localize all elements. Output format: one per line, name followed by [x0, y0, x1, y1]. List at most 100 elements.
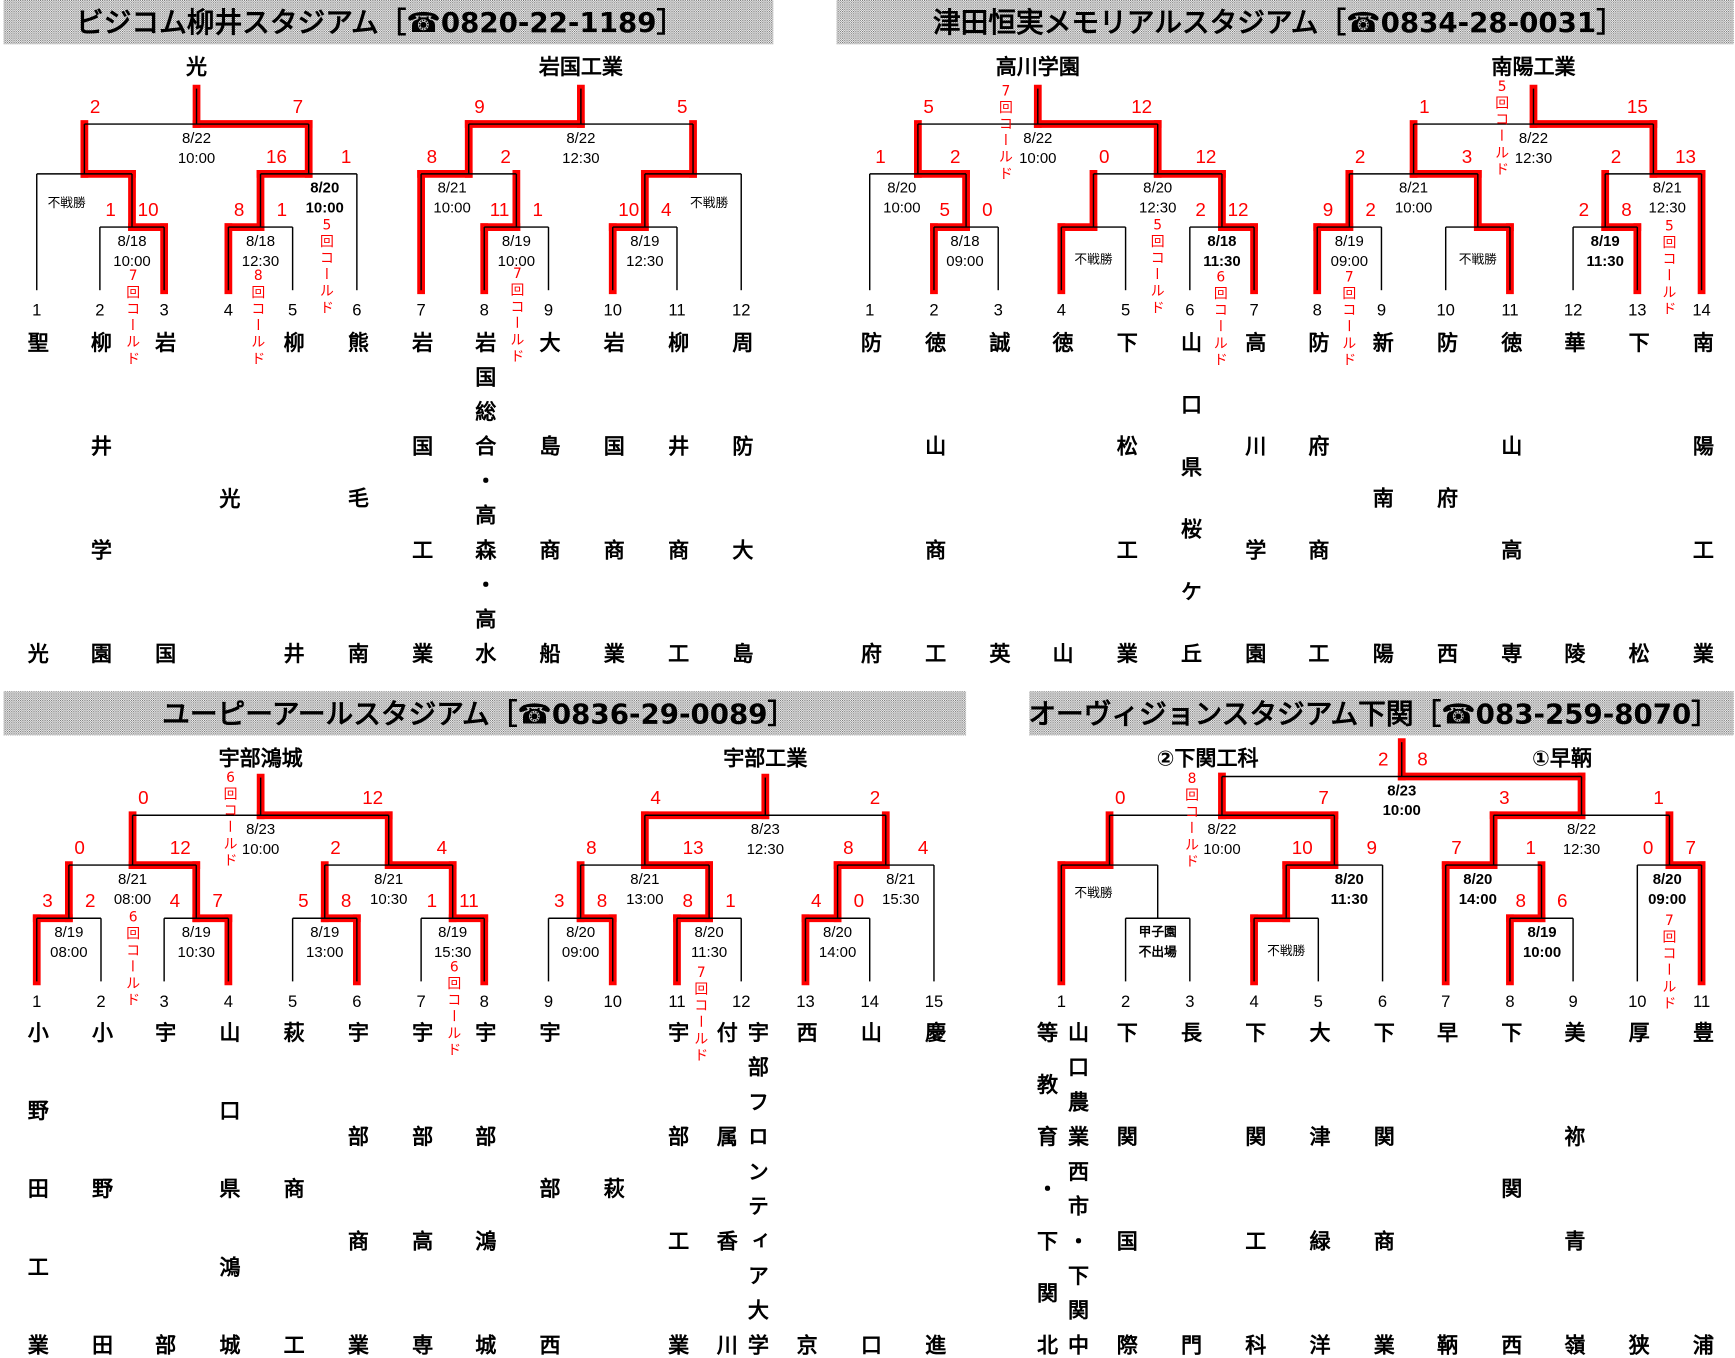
team-number: 6	[352, 301, 361, 320]
team-number: 13	[796, 992, 814, 1011]
team-number: 9	[544, 301, 553, 320]
match-time: 14:00	[1459, 891, 1497, 908]
team-number: 5	[288, 992, 297, 1011]
score-left: 7	[1451, 837, 1461, 858]
match-time: 14:00	[819, 944, 856, 961]
called-game-note-char: コ	[320, 251, 334, 267]
score-left: 5	[939, 199, 949, 220]
called-game-note-char: ル	[1185, 838, 1199, 854]
score-left: 0	[138, 787, 148, 808]
team-number: 9	[1377, 301, 1386, 320]
called-game-note-char: 7	[1345, 269, 1354, 285]
called-game-note-char: ド	[694, 1048, 708, 1064]
team-number: 4	[224, 301, 233, 320]
called-game-note-char: コ	[126, 301, 140, 317]
score-right: 0	[854, 890, 864, 911]
match-date: 8/23	[751, 821, 780, 838]
team-number: 4	[1057, 301, 1066, 320]
walkover-label: 不戦勝	[1267, 944, 1305, 959]
match-date: 8/20	[1143, 180, 1172, 197]
stadium-title: ユーピーアールスタジアム［☎0836-29-0089］	[162, 697, 795, 730]
score-left: 1	[875, 146, 885, 167]
team-number: 4	[224, 992, 233, 1011]
match-time: 12:30	[242, 253, 279, 270]
called-game-note-char: ド	[126, 993, 140, 1009]
called-game-note-char: ル	[511, 332, 525, 348]
called-game-note-char: ー	[1660, 268, 1676, 282]
team-number: 3	[1185, 992, 1194, 1011]
score-right: 7	[1318, 787, 1328, 808]
score-left: 3	[1499, 787, 1509, 808]
score-left: 2	[1355, 146, 1365, 167]
called-game-note-char: ル	[320, 284, 334, 300]
team-number: 12	[732, 992, 750, 1011]
team-number: 11	[668, 992, 685, 1011]
match-date: 8/19	[54, 924, 83, 941]
section-header-shimonoseki: オーヴィジョンスタジアム下関［☎083-259-8070］	[1028, 691, 1734, 736]
called-game-note-char: ド	[1663, 996, 1677, 1012]
score-right: 6	[1557, 890, 1567, 911]
score-left: 9	[474, 96, 484, 117]
match-time: 11:30	[1203, 253, 1240, 270]
match-date: 8/21	[886, 871, 915, 888]
called-game-note-char: 回	[126, 285, 140, 301]
match-time: 11:30	[691, 944, 727, 961]
called-game-note-char: 回	[126, 926, 140, 942]
team-number: 1	[865, 301, 874, 320]
called-game-note-char: ド	[126, 351, 140, 367]
called-game-note-char: ー	[1183, 821, 1199, 835]
team-number: 12	[732, 301, 750, 320]
called-game-note-char: ー	[317, 267, 333, 281]
score-right: 1	[1525, 837, 1535, 858]
team-number: 8	[1313, 301, 1322, 320]
score-right: 4	[918, 837, 928, 858]
stadium-title: オーヴィジョンスタジアム下関［☎083-259-8070］	[1028, 697, 1719, 730]
match-date: 8/21	[374, 871, 403, 888]
team-number: 2	[95, 301, 104, 320]
score-left: 3	[554, 890, 564, 911]
score-right: 12	[1228, 199, 1249, 220]
match-date: 8/19	[502, 233, 531, 250]
score-right: 1	[277, 199, 287, 220]
score-left: 2	[330, 837, 340, 858]
match-time: 10:00	[1203, 841, 1240, 858]
score-right: 2	[85, 890, 95, 911]
score-right: 1	[341, 146, 351, 167]
score-left: 1	[427, 890, 437, 911]
called-game-note-char: ー	[1660, 962, 1676, 976]
match-time: 10:00	[498, 253, 535, 270]
called-game-note-char: ー	[996, 133, 1012, 147]
match-date: 8/21	[630, 871, 659, 888]
score-right: 13	[683, 837, 704, 858]
team-number: 2	[929, 301, 938, 320]
team-number: 10	[603, 992, 621, 1011]
score-right: 8	[1417, 748, 1427, 769]
called-game-note-char: ル	[126, 976, 140, 992]
match-date: 8/20	[1335, 871, 1364, 888]
called-game-note-char: 回	[1214, 286, 1228, 302]
called-game-note-char: ル	[251, 335, 265, 351]
score-left: 1	[105, 199, 115, 220]
score-right: 9	[1367, 837, 1377, 858]
match-date: 8/21	[1399, 180, 1428, 197]
match-time: 10:00	[433, 200, 470, 217]
score-left: 0	[1099, 146, 1109, 167]
score-left: 2	[1611, 146, 1621, 167]
called-game-note-char: コ	[1663, 946, 1677, 962]
called-game-note-char: ド	[511, 349, 525, 365]
called-game-note-char: 6	[1216, 269, 1225, 285]
walkover-label: 不戦勝	[48, 196, 86, 211]
team-number: 10	[1628, 992, 1646, 1011]
team-number: 1	[32, 992, 41, 1011]
called-game-note-char: 回	[999, 100, 1013, 116]
team-number: 7	[1249, 301, 1258, 320]
champion-name: 高川学園	[996, 54, 1080, 79]
score-right: 7	[1686, 837, 1696, 858]
match-date: 8/21	[118, 871, 147, 888]
score-left: 8	[234, 199, 244, 220]
called-game-note-char: コ	[1151, 251, 1165, 267]
stadium-title: ビジコム柳井スタジアム［☎0820-22-1189］	[76, 6, 684, 39]
team-number: 11	[668, 301, 685, 320]
team-number: 1	[1057, 992, 1066, 1011]
